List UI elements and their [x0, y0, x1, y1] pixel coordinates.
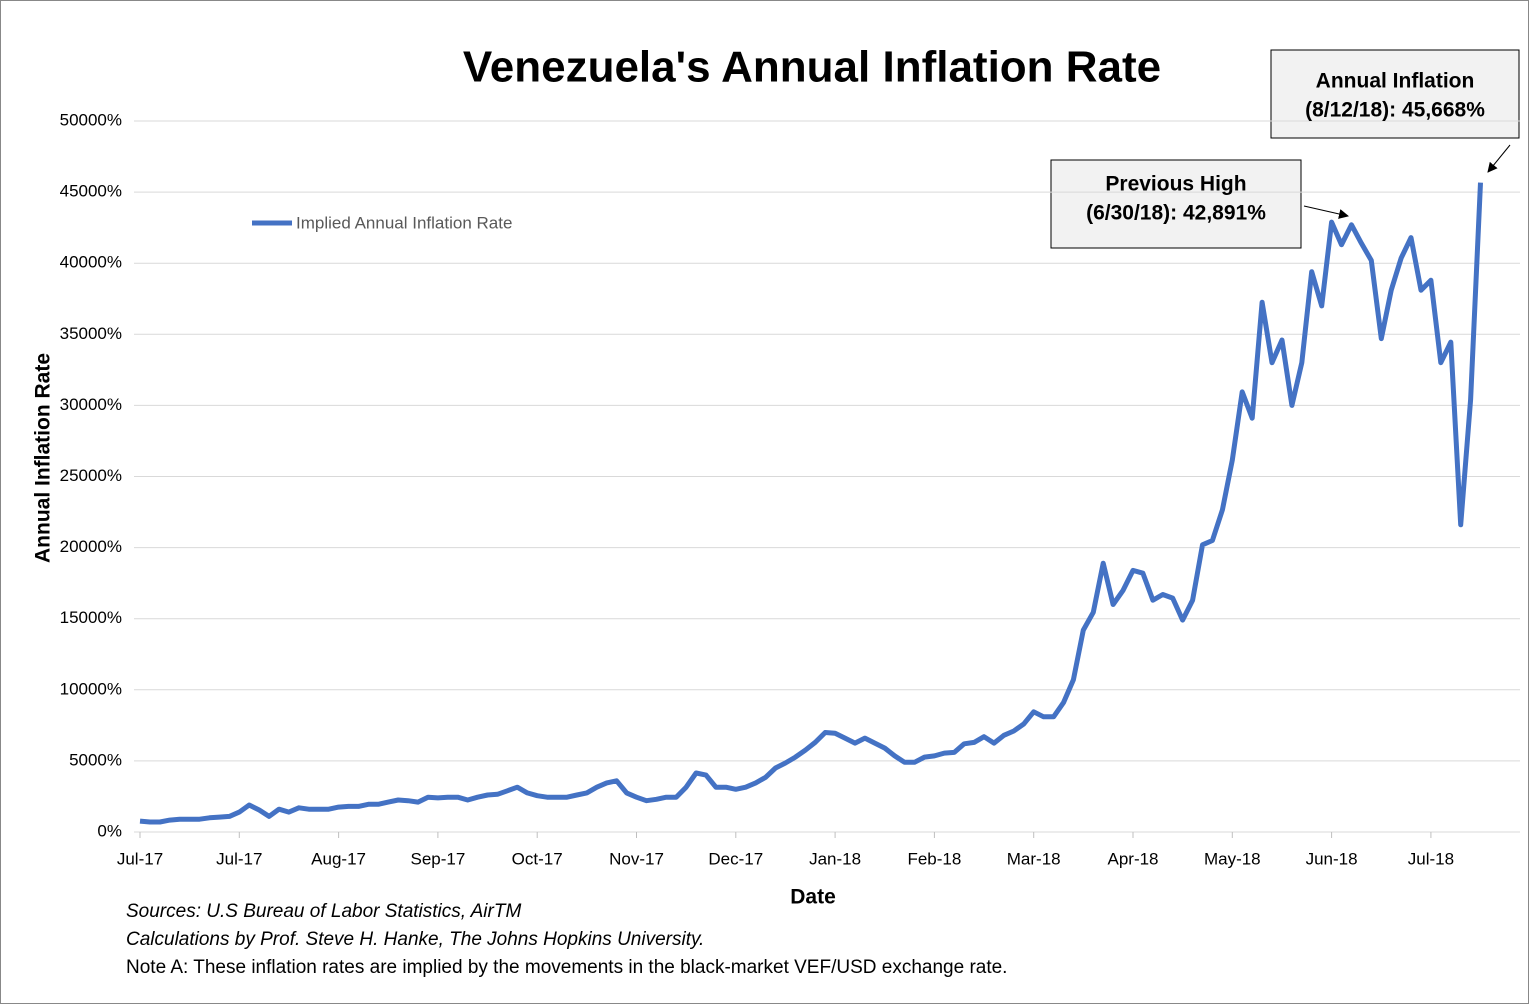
y-tick-label: 15000%: [60, 608, 122, 627]
x-tick-label: Jul-17: [216, 849, 262, 868]
y-axis-label: Annual Inflation Rate: [32, 353, 55, 563]
x-tick-label: Sep-17: [410, 849, 465, 868]
y-tick-label: 30000%: [60, 395, 122, 414]
x-tick-label: Jul-17: [117, 849, 163, 868]
y-tick-label: 0%: [97, 821, 122, 840]
legend-label: Implied Annual Inflation Rate: [296, 213, 512, 232]
y-tick-label: 25000%: [60, 466, 122, 485]
y-tick-label: 35000%: [60, 324, 122, 343]
x-tick-label: Nov-17: [609, 849, 664, 868]
x-tick-label: Apr-18: [1107, 849, 1158, 868]
x-tick-label: Mar-18: [1007, 849, 1061, 868]
y-tick-label: 5000%: [69, 750, 122, 769]
annotation-text: (8/12/18): 45,668%: [1305, 99, 1485, 122]
chart-title: Venezuela's Annual Inflation Rate: [463, 43, 1161, 92]
y-tick-label: 10000%: [60, 679, 122, 698]
y-tick-label: 40000%: [60, 253, 122, 272]
annotation-text: Annual Inflation: [1316, 70, 1475, 93]
x-tick-label: Dec-17: [708, 849, 763, 868]
x-tick-label: Oct-17: [512, 849, 563, 868]
x-axis-label: Date: [790, 886, 836, 909]
x-tick-label: Jun-18: [1306, 849, 1358, 868]
annotation-box: [1270, 49, 1520, 139]
y-tick-label: 50000%: [60, 110, 122, 129]
x-tick-label: Jan-18: [809, 849, 861, 868]
annotation-box: [1050, 159, 1302, 249]
x-tick-label: May-18: [1204, 849, 1261, 868]
x-tick-label: Jul-18: [1408, 849, 1454, 868]
y-tick-label: 20000%: [60, 537, 122, 556]
y-tick-label: 45000%: [60, 182, 122, 201]
footnote: Sources: U.S Bureau of Labor Statistics,…: [126, 901, 521, 922]
data-line: [139, 182, 1483, 825]
annotation-arrow: [1303, 205, 1349, 219]
footnote: Note A: These inflation rates are implie…: [126, 957, 1007, 978]
annotation-text: (6/30/18): 42,891%: [1086, 202, 1266, 225]
x-tick-label: Aug-17: [311, 849, 366, 868]
x-tick-label: Feb-18: [907, 849, 961, 868]
footnote: Calculations by Prof. Steve H. Hanke, Th…: [126, 929, 704, 950]
annotation-text: Previous High: [1105, 173, 1246, 196]
annotation-arrow: [1487, 144, 1511, 173]
